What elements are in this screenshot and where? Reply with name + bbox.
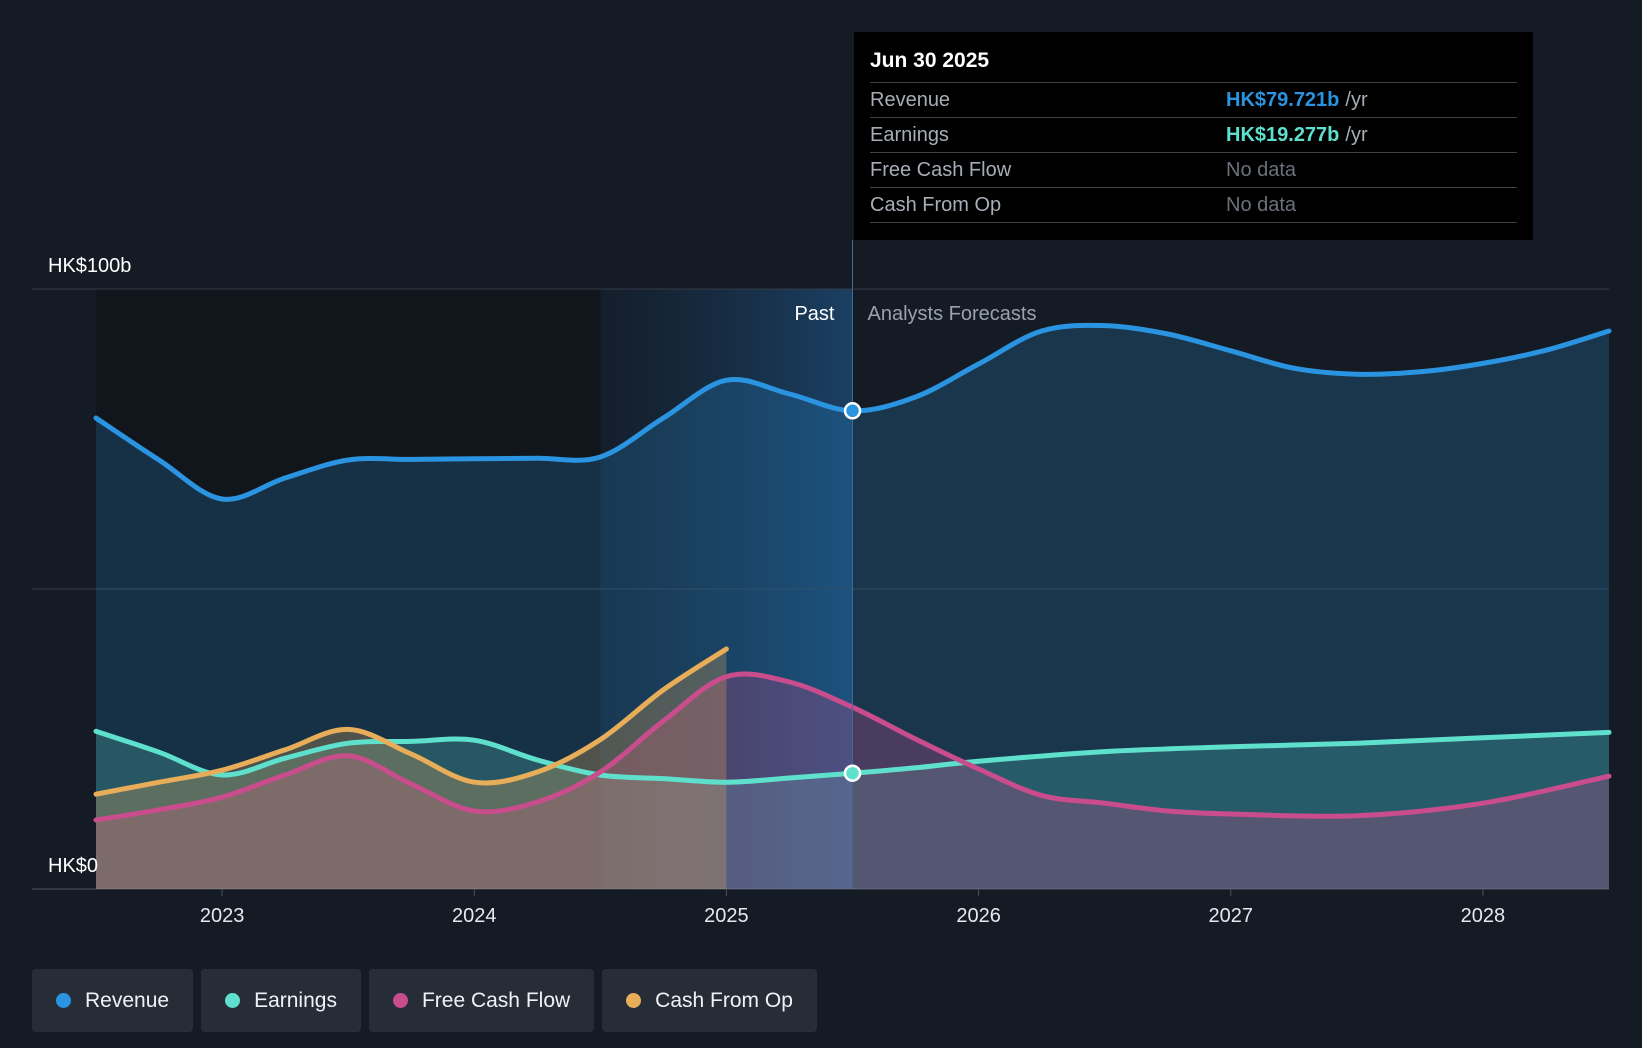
- markers: [843, 402, 862, 782]
- x-axis: 2023 2024 2025 2026 2027 2028: [200, 889, 1505, 927]
- tooltip-label: Cash From Op: [870, 194, 1002, 216]
- legend-item-cash-from-op[interactable]: Cash From Op: [602, 969, 817, 1032]
- legend-item-revenue[interactable]: Revenue: [32, 969, 194, 1032]
- x-tick-label: 2028: [1461, 905, 1506, 927]
- tooltip-row-revenue: Revenue HK$79.721b /yr: [870, 83, 1517, 118]
- y-axis-label-bottom: HK$0: [48, 855, 98, 877]
- x-tick-label: 2025: [704, 905, 749, 927]
- earnings-marker: [843, 764, 862, 782]
- legend: Revenue Earnings Free Cash Flow Cash Fro…: [32, 969, 817, 1032]
- legend-label: Revenue: [85, 988, 170, 1012]
- tooltip-unit: /yr: [1345, 89, 1368, 111]
- free-cash-flow-line: [93, 671, 1612, 823]
- past-label: Past: [794, 303, 834, 325]
- revenue-marker: [843, 402, 862, 420]
- y-axis-label-top: HK$100b: [48, 255, 131, 277]
- tooltip-value: HK$19.277b: [1226, 124, 1340, 146]
- legend-dot-icon: [392, 993, 408, 1008]
- legend-dot-icon: [56, 993, 71, 1008]
- legend-label: Earnings: [254, 988, 337, 1012]
- tooltip-row-free-cash-flow: Free Cash Flow No data: [870, 153, 1517, 188]
- tooltip-label: Free Cash Flow: [870, 159, 1012, 181]
- legend-dot-icon: [225, 993, 241, 1008]
- cash-from-op-area: [96, 649, 727, 889]
- performance-chart: HK$100b HK$0 Past Analysts Forecasts 202…: [32, 240, 1612, 927]
- tooltip: Jun 30 2025 Revenue HK$79.721b /yr Earni…: [854, 32, 1533, 240]
- grid-lines: [32, 288, 1609, 890]
- tooltip-value: HK$79.721b: [1226, 89, 1340, 111]
- x-tick-label: 2026: [956, 905, 1001, 927]
- x-tick-label: 2024: [452, 905, 497, 927]
- tooltip-row-cash-from-op: Cash From Op No data: [870, 188, 1517, 223]
- tooltip-value: No data: [1226, 159, 1297, 181]
- legend-item-free-cash-flow[interactable]: Free Cash Flow: [368, 969, 595, 1032]
- tooltip-value: No data: [1226, 194, 1297, 216]
- tooltip-row-earnings: Earnings HK$19.277b /yr: [870, 118, 1517, 153]
- earnings-line: [93, 728, 1612, 785]
- x-tick-label: 2023: [200, 905, 245, 927]
- legend-item-earnings[interactable]: Earnings: [201, 969, 361, 1032]
- x-tick-label: 2027: [1209, 905, 1254, 927]
- tooltip-unit: /yr: [1345, 124, 1368, 146]
- legend-label: Cash From Op: [655, 988, 793, 1012]
- forecast-label: Analysts Forecasts: [868, 303, 1037, 325]
- tooltip-label: Revenue: [870, 89, 951, 111]
- cash-from-op-line: [93, 646, 729, 797]
- tooltip-label: Earnings: [870, 124, 949, 146]
- legend-dot-icon: [626, 993, 642, 1008]
- tooltip-date: Jun 30 2025: [870, 46, 1517, 83]
- legend-label: Free Cash Flow: [421, 988, 571, 1012]
